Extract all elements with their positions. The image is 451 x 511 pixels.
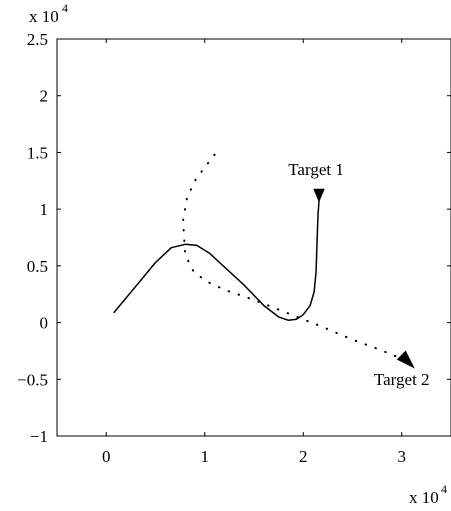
y-tick-label: −0.5 [17,370,48,389]
y-tick-label: 2.5 [27,30,48,49]
target-1-label: Target 1 [288,160,344,179]
y-axis-multiplier-label: x 10 [29,7,59,26]
y-tick-label: 1.5 [27,143,48,162]
dotted-trajectory-line [182,153,411,365]
solid-trajectory-line [113,200,320,322]
y-axis-multiplier-exponent: 4 [62,1,68,15]
annotation-layer: Target 1 Target 2 [288,160,429,389]
x-axis-multiplier-label: x 10 [409,488,439,507]
y-tick-label: 2 [40,87,49,106]
marker-layer [313,188,415,369]
y-tick-label: −1 [30,427,48,446]
series-layer [113,153,411,365]
y-tick-label: 0.5 [27,257,48,276]
y-tick-label: 0 [40,314,49,333]
y-tick-label: 1 [40,200,49,219]
x-tick-label: 0 [102,447,111,466]
plot-frame [56,38,451,437]
tick-labels: 0 1 2 3 −1 −0.5 0 0.5 1 1.5 2 2.5 [17,30,406,466]
target-1-marker [313,188,325,203]
x-axis-multiplier-exponent: 4 [441,482,447,496]
x-tick-label: 1 [201,447,210,466]
x-tick-label: 3 [398,447,407,466]
target-2-marker [396,350,415,369]
x-tick-label: 2 [299,447,308,466]
target-2-label: Target 2 [374,370,430,389]
